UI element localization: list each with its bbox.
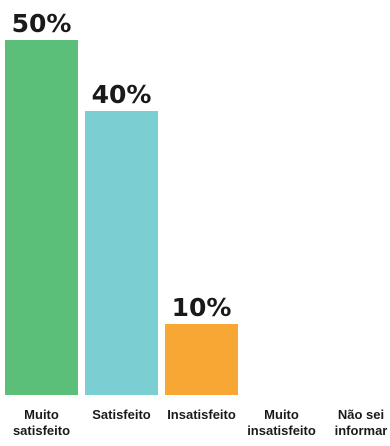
bar-value-label-0: 50% — [12, 9, 72, 38]
bar-2 — [165, 324, 238, 395]
category-label-3-1: insatisfeito — [247, 423, 316, 438]
bar-value-label-1: 40% — [92, 80, 152, 109]
category-label-3-0: Muito — [264, 407, 299, 422]
category-label-4-0: Não sei — [338, 407, 384, 422]
category-label-2-0: Insatisfeito — [167, 407, 236, 422]
bar-0 — [5, 40, 78, 395]
category-label-1-0: Satisfeito — [92, 407, 151, 422]
category-label-0-0: Muito — [24, 407, 59, 422]
bar-value-label-2: 10% — [172, 293, 232, 322]
category-label-0-1: satisfeito — [13, 423, 70, 438]
category-label-4-1: informar — [335, 423, 388, 438]
bar-1 — [85, 111, 158, 395]
